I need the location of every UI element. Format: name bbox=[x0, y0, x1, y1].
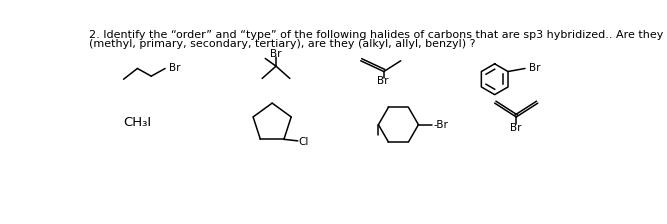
Text: (methyl, primary, secondary, tertiary), are they (alkyl, allyl, benzyl) ?: (methyl, primary, secondary, tertiary), … bbox=[89, 39, 476, 49]
Text: Br: Br bbox=[529, 63, 541, 73]
Text: -Br: -Br bbox=[434, 120, 448, 130]
Text: CH₃I: CH₃I bbox=[123, 116, 151, 129]
Text: Br: Br bbox=[270, 49, 281, 59]
Text: Br: Br bbox=[510, 123, 522, 133]
Text: Br: Br bbox=[378, 76, 389, 86]
Text: Cl: Cl bbox=[299, 137, 309, 147]
Text: 2. Identify the “order” and “type” of the following halides of carbons that are : 2. Identify the “order” and “type” of th… bbox=[89, 30, 663, 40]
Text: Br: Br bbox=[169, 63, 181, 73]
